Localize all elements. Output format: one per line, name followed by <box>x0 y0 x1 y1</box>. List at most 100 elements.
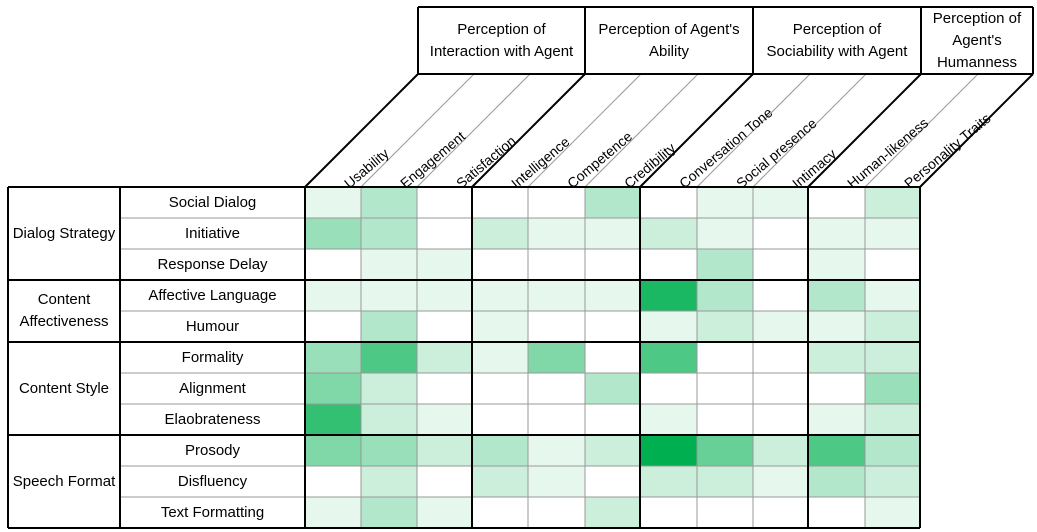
dimension-diagonal <box>919 73 1034 188</box>
heat-cell <box>472 187 528 218</box>
heat-cell <box>753 435 808 466</box>
heat-cell <box>585 404 640 435</box>
heat-cell <box>305 435 361 466</box>
heat-cell <box>417 187 472 218</box>
heat-cell <box>640 435 697 466</box>
group-label-line: Affectiveness <box>19 313 109 330</box>
heat-cell <box>865 280 920 311</box>
row-label: Formality <box>181 348 244 366</box>
heat-cell <box>528 435 585 466</box>
header-diagonal <box>584 73 699 188</box>
heat-cell <box>585 218 640 249</box>
heat-cell <box>361 342 417 373</box>
heat-cell <box>472 311 528 342</box>
heat-cell <box>865 342 920 373</box>
row-label: Response Delay <box>157 255 268 273</box>
heat-cell <box>472 373 528 404</box>
dimension-header-line: Agent's <box>952 31 1002 49</box>
dimension-header-line: Perception of Agent's <box>598 20 740 38</box>
heat-cell <box>585 249 640 280</box>
heat-cell <box>585 187 640 218</box>
header-diagonal <box>416 73 531 188</box>
heat-cell <box>305 466 361 497</box>
heat-cell <box>808 280 865 311</box>
heat-cell <box>361 280 417 311</box>
row-label: Humour <box>185 317 240 335</box>
dimension-header: Perception of Interaction with Agent <box>418 7 585 74</box>
dimension-diagonal <box>304 73 419 188</box>
heat-cell <box>528 249 585 280</box>
heat-cell <box>753 187 808 218</box>
heat-cell <box>361 218 417 249</box>
heat-cell <box>640 218 697 249</box>
heat-cell <box>753 466 808 497</box>
heat-cell <box>417 466 472 497</box>
heat-cell <box>528 342 585 373</box>
heat-cell <box>865 249 920 280</box>
heat-cell <box>472 435 528 466</box>
heat-cell <box>865 404 920 435</box>
heat-cell <box>640 373 697 404</box>
heat-cell <box>305 497 361 528</box>
heat-cell <box>361 373 417 404</box>
group-label-line: Dialog Strategy <box>12 224 116 242</box>
heat-cell <box>528 466 585 497</box>
heat-cell <box>640 249 697 280</box>
heat-cell <box>640 342 697 373</box>
heat-cell <box>417 218 472 249</box>
group-label: Content Style <box>8 342 120 435</box>
header-diagonal <box>360 73 475 188</box>
heat-cell <box>697 497 753 528</box>
heat-cell <box>585 435 640 466</box>
heat-cell <box>417 280 472 311</box>
heat-cell <box>585 280 640 311</box>
heat-cell <box>865 373 920 404</box>
heat-cell <box>640 466 697 497</box>
heat-cell <box>808 466 865 497</box>
group-label-line: Content Style <box>18 379 110 397</box>
header-diagonal <box>752 73 867 188</box>
heat-cell <box>472 404 528 435</box>
heat-cell <box>753 311 808 342</box>
dimension-header: Perception of Agent's Ability <box>585 7 753 74</box>
heat-cell <box>361 404 417 435</box>
heat-cell <box>305 311 361 342</box>
row-label: Text Formatting <box>160 503 265 521</box>
heat-cell <box>697 218 753 249</box>
heat-cell <box>528 404 585 435</box>
heat-cell <box>808 311 865 342</box>
heat-cell <box>808 249 865 280</box>
heat-cell <box>585 373 640 404</box>
heat-cell <box>808 404 865 435</box>
heat-cell <box>753 404 808 435</box>
heat-cell <box>640 311 697 342</box>
heat-cell <box>865 218 920 249</box>
heat-cell <box>417 404 472 435</box>
heat-cell <box>753 280 808 311</box>
heat-cell <box>361 249 417 280</box>
row-label: Disfluency <box>177 472 248 490</box>
row-label: Social Dialog <box>168 193 257 211</box>
heat-cell <box>528 497 585 528</box>
heat-cell <box>417 342 472 373</box>
heat-cell <box>361 466 417 497</box>
dimension-diagonal <box>807 73 922 188</box>
heat-cell <box>305 342 361 373</box>
dimension-header-line: Interaction with Agent <box>429 42 574 60</box>
heat-cell <box>472 497 528 528</box>
heat-cell <box>697 435 753 466</box>
heat-cell <box>640 497 697 528</box>
heat-cell <box>472 218 528 249</box>
row-label: Elaobrateness <box>164 410 261 428</box>
heat-cell <box>417 373 472 404</box>
heat-cell <box>361 497 417 528</box>
heat-cell <box>697 280 753 311</box>
heat-cell <box>472 280 528 311</box>
heat-cell <box>528 218 585 249</box>
heat-cell <box>472 466 528 497</box>
heat-cell <box>697 342 753 373</box>
heat-cell <box>753 249 808 280</box>
heat-cell <box>865 435 920 466</box>
heat-cell <box>640 280 697 311</box>
heat-cell <box>865 187 920 218</box>
